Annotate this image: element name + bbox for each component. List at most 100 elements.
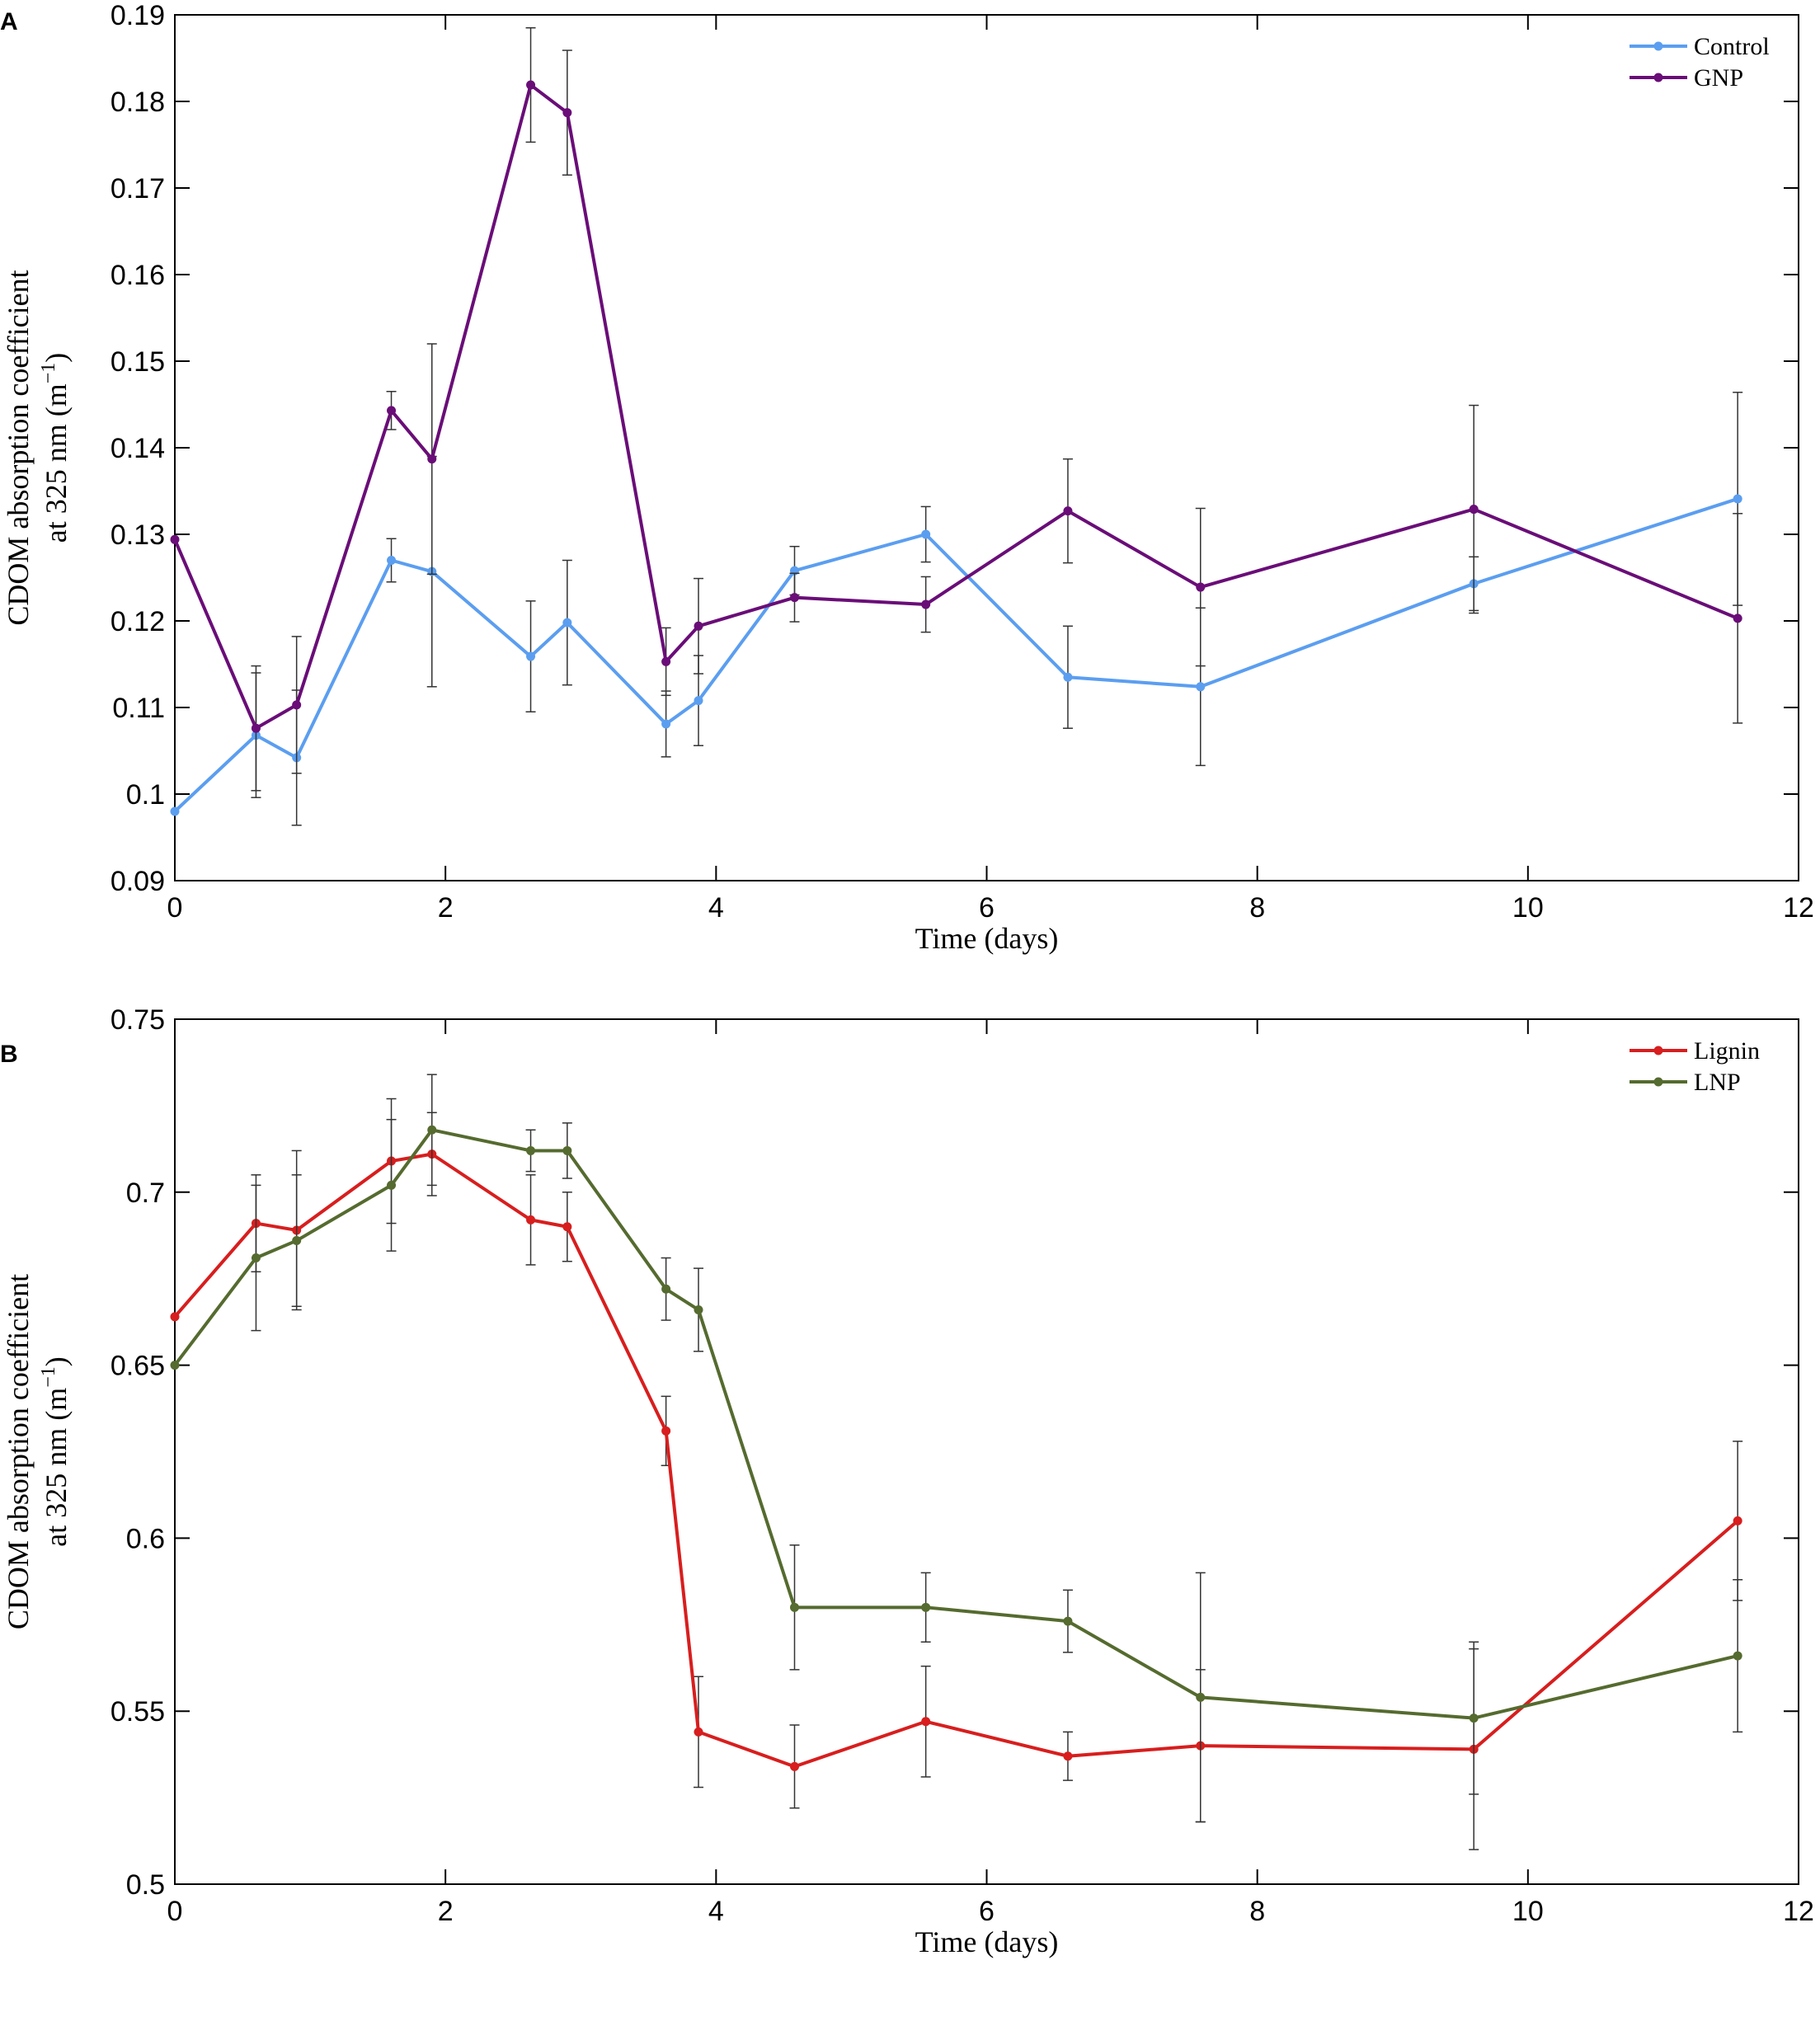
y-tick-label: 0.11 <box>112 693 165 724</box>
data-point <box>526 651 536 661</box>
series-control <box>170 392 1743 826</box>
y-axis-title-suffix: ) <box>40 1356 73 1366</box>
x-tick-label: 0 <box>167 1896 183 1927</box>
x-axis-title: Time (days) <box>915 922 1059 955</box>
data-point <box>427 1125 437 1135</box>
y-tick-label: 0.18 <box>111 87 165 118</box>
x-tick-label: 10 <box>1512 892 1544 924</box>
data-point <box>1196 582 1206 592</box>
y-tick-label: 0.17 <box>111 173 165 204</box>
data-point <box>694 696 703 706</box>
series-line <box>173 1128 1738 1720</box>
data-point <box>694 621 703 631</box>
x-tick-label: 8 <box>1249 1896 1265 1927</box>
data-point <box>387 406 397 416</box>
data-point <box>694 1304 703 1314</box>
y-tick-label: 0.7 <box>126 1178 165 1209</box>
data-point <box>292 1236 302 1246</box>
legend: Control GNP <box>1630 33 1770 92</box>
data-point <box>170 1312 180 1322</box>
data-point <box>790 593 800 603</box>
data-point <box>694 1727 703 1737</box>
x-tick-label: 8 <box>1249 892 1265 924</box>
legend-marker <box>1653 41 1663 51</box>
data-point <box>170 534 180 544</box>
legend-label: Lignin <box>1694 1037 1760 1065</box>
x-tick-label: 6 <box>979 1896 995 1927</box>
data-point <box>1063 672 1073 682</box>
series-gnp <box>170 27 1743 792</box>
series-line <box>173 497 1738 813</box>
data-point <box>526 1215 536 1225</box>
x-axis-title: Time (days) <box>915 1925 1059 1958</box>
data-point <box>661 656 671 666</box>
data-point <box>387 1180 397 1190</box>
y-axis-title-superscript: −1 <box>38 363 59 384</box>
legend-label: Control <box>1694 33 1770 60</box>
data-point <box>1063 506 1073 516</box>
data-point <box>1469 1713 1479 1723</box>
panel-letter: A <box>0 8 18 35</box>
legend-marker <box>1653 1077 1663 1087</box>
data-point <box>562 108 572 118</box>
data-point <box>1733 494 1742 504</box>
panel-letter: B <box>0 1041 18 1068</box>
series-line <box>173 83 1738 731</box>
data-point <box>1063 1751 1073 1761</box>
data-point <box>292 700 302 710</box>
data-point <box>1196 682 1206 692</box>
data-point <box>562 1145 572 1155</box>
y-tick-label: 0.1 <box>126 779 165 811</box>
data-point <box>661 1426 671 1436</box>
panel-b: 0 2 4 6 8 10 12 0.5 0.55 0.6 0.65 0.7 0.75 Time (days… <box>0 1004 1814 1958</box>
data-point <box>1469 505 1479 515</box>
data-point <box>251 723 261 733</box>
x-tick-label: 2 <box>438 892 454 924</box>
x-tick-label: 6 <box>979 892 995 924</box>
y-tick-label: 0.16 <box>111 260 165 291</box>
legend-label: LNP <box>1694 1069 1741 1096</box>
y-tick-label: 0.09 <box>111 866 165 897</box>
y-tick-label: 0.5 <box>126 1869 165 1901</box>
y-tick-label: 0.13 <box>111 519 165 551</box>
data-point <box>251 1253 261 1263</box>
data-point <box>562 618 572 628</box>
legend-marker <box>1653 1046 1663 1055</box>
y-tick-label: 0.14 <box>111 433 165 464</box>
x-tick-label: 4 <box>708 1896 724 1927</box>
y-axis-title-line1: CDOM absorption coefficient <box>2 1274 35 1629</box>
data-point <box>1733 613 1742 623</box>
legend: Lignin LNP <box>1630 1037 1760 1096</box>
legend-label: GNP <box>1694 64 1743 92</box>
data-point <box>1063 1616 1073 1626</box>
y-axis-title-superscript: −1 <box>38 1366 59 1388</box>
y-axis-title-line2: at 325 nm (m−1) <box>38 353 73 543</box>
y-tick-label: 0.75 <box>111 1004 165 1036</box>
y-tick-label: 0.12 <box>111 606 165 637</box>
data-point <box>921 1717 931 1727</box>
series-lignin <box>170 1098 1743 1850</box>
series-lnp <box>170 1074 1743 1823</box>
x-tick-label: 12 <box>1783 1896 1814 1927</box>
legend-marker <box>1653 73 1663 82</box>
data-point <box>1733 1651 1742 1661</box>
x-tick-label: 2 <box>438 1896 454 1927</box>
data-point <box>661 719 671 729</box>
data-point <box>562 1222 572 1232</box>
data-point <box>1196 1692 1206 1702</box>
data-point <box>427 454 437 464</box>
data-point <box>790 1602 800 1612</box>
y-tick-label: 0.15 <box>111 346 165 378</box>
data-point <box>526 1145 536 1155</box>
data-point <box>921 599 931 609</box>
data-point <box>170 806 180 816</box>
data-point <box>526 80 536 90</box>
y-tick-label: 0.6 <box>126 1523 165 1554</box>
y-axis-title-suffix: ) <box>40 353 73 363</box>
x-tick-label: 10 <box>1512 1896 1544 1927</box>
series-line <box>173 1152 1739 1769</box>
data-point <box>790 1761 800 1771</box>
y-tick-label: 0.65 <box>111 1351 165 1382</box>
plot-frame <box>174 14 1799 881</box>
